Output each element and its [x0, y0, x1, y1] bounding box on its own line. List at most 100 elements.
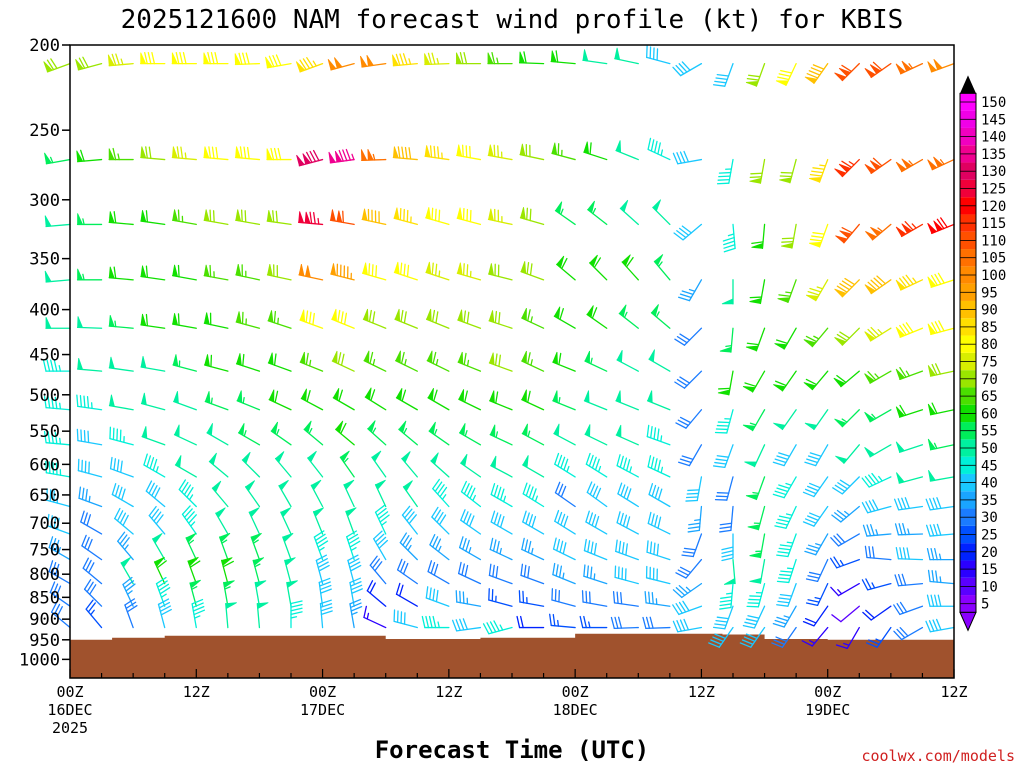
y-tick-label: 400: [29, 301, 60, 321]
wind-barb: [749, 158, 766, 184]
wind-barb: [203, 146, 229, 161]
wind-barb: [803, 370, 829, 391]
wind-barb: [458, 536, 482, 561]
wind-barb: [395, 350, 418, 372]
wind-barb: [140, 51, 166, 65]
wind-barb: [396, 558, 418, 585]
wind-barb: [893, 601, 924, 616]
wind-barb: [861, 472, 892, 488]
wind-barb: [363, 350, 387, 372]
wind-barb: [46, 513, 71, 535]
wind-barb: [865, 626, 892, 648]
wind-barb: [206, 423, 229, 446]
wind-barb: [619, 199, 639, 226]
wind-barb: [721, 279, 734, 305]
wind-barb: [802, 505, 829, 527]
wind-barb: [300, 388, 324, 411]
wind-barb: [647, 455, 671, 478]
wind-barb: [895, 367, 924, 381]
wind-barb: [122, 576, 136, 607]
wind-barb: [772, 444, 797, 467]
colorbar-tick-label: 85: [981, 320, 998, 336]
wind-barb: [245, 480, 261, 508]
wind-barb: [237, 423, 261, 446]
colorbar-tick-label: 135: [981, 147, 1006, 163]
wind-barb: [45, 460, 71, 478]
wind-barb: [749, 533, 766, 559]
wind-barb: [76, 268, 103, 281]
wind-barb: [617, 482, 639, 508]
wind-barb: [719, 582, 734, 610]
wind-barb: [328, 148, 355, 164]
wind-barb: [895, 274, 924, 291]
wind-barb: [295, 57, 324, 73]
wind-barb: [521, 389, 545, 411]
wind-barb: [319, 599, 333, 629]
wind-barb: [140, 265, 166, 281]
wind-barb: [831, 605, 860, 623]
wind-barb: [675, 409, 703, 429]
wind-barb: [621, 254, 639, 281]
wind-barb: [171, 146, 197, 161]
wind-barb: [896, 472, 924, 484]
wind-barb: [48, 560, 71, 585]
wind-barb: [50, 601, 71, 629]
wind-barb: [672, 61, 703, 77]
wind-barb: [44, 215, 71, 228]
wind-barb: [672, 600, 703, 616]
wind-barb: [519, 207, 545, 226]
wind-barb: [143, 453, 166, 478]
wind-barb: [773, 409, 797, 431]
wind-barb: [393, 261, 418, 281]
wind-barb: [652, 199, 671, 226]
wind-barb: [648, 349, 671, 372]
wind-barb: [927, 569, 955, 585]
wind-barb: [779, 158, 797, 184]
wind-barb: [895, 60, 924, 75]
wind-barb: [614, 565, 639, 585]
wind-barb: [203, 264, 229, 281]
wind-barb: [615, 424, 639, 446]
wind-barb: [490, 483, 513, 508]
x-axis-label: Forecast Time (UTC): [375, 736, 650, 764]
wind-barb: [772, 605, 797, 628]
wind-barb: [360, 54, 387, 68]
wind-barb: [394, 308, 418, 329]
colorbar-tick-label: 110: [981, 233, 1006, 249]
wind-barb: [318, 577, 332, 607]
wind-barb: [457, 351, 482, 372]
wind-barb: [616, 349, 639, 372]
wind-barb: [148, 505, 166, 535]
wind-barb: [392, 146, 418, 161]
wind-barb: [687, 505, 703, 533]
x-tick-label: 00Z 16DEC 2025: [47, 683, 92, 737]
wind-barb: [172, 209, 197, 226]
wind-barb: [832, 476, 860, 495]
wind-barb: [456, 262, 482, 281]
wind-barb: [421, 615, 450, 629]
wind-barb: [250, 532, 262, 561]
wind-barb: [716, 158, 734, 185]
wind-barb: [402, 480, 418, 508]
wind-barb: [927, 402, 955, 416]
colorbar-tick-label: 60: [981, 406, 998, 422]
wind-barb: [804, 62, 829, 84]
wind-barb: [585, 510, 608, 535]
wind-barb: [589, 254, 608, 281]
wind-barb: [77, 458, 103, 478]
wind-barb: [895, 322, 924, 338]
wind-barb: [834, 62, 860, 82]
wind-barb: [487, 208, 513, 226]
wind-barb: [278, 479, 292, 508]
wind-barb: [678, 444, 703, 467]
wind-barb: [203, 312, 229, 329]
wind-barb: [520, 563, 545, 585]
y-tick-label: 850: [29, 588, 60, 608]
wind-barb: [124, 598, 138, 629]
wind-barb: [425, 207, 450, 226]
wind-barb: [369, 555, 387, 585]
wind-barb: [864, 61, 892, 79]
surface-terrain-layer: [70, 633, 954, 678]
y-tick-label: 300: [29, 191, 60, 211]
wind-barb: [204, 391, 229, 411]
